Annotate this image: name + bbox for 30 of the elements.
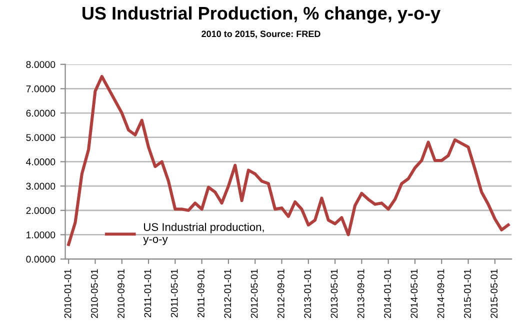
y-tick-label: 7.0000 [26, 85, 56, 92]
x-tick-label: 2011-09-01 [198, 269, 204, 318]
x-tick-label: 2010-09-01 [118, 269, 124, 318]
x-tick-label: 2012-05-01 [250, 269, 258, 318]
y-tick-label: 4.0000 [26, 158, 56, 166]
x-tick-label: 2013-05-01 [330, 269, 338, 318]
chart-title: US Industrial Production, % change, y-o-y [82, 6, 440, 24]
x-tick-label: 2012-01-01 [224, 269, 232, 318]
x-tick-label: 2013-09-01 [357, 269, 364, 318]
y-tick-label: 8.0000 [26, 61, 56, 68]
x-tick-label: 2014-01-01 [384, 269, 391, 318]
x-tick-label: 2011-05-01 [170, 269, 178, 318]
y-tick-label: 1.0000 [26, 231, 56, 238]
x-tick-label: 2015-01-01 [464, 269, 471, 318]
y-tick-label: 2.0000 [26, 207, 56, 214]
y-tick-label: 6.0000 [26, 110, 56, 117]
x-tick-label: 2010-05-01 [90, 269, 98, 318]
y-tick-label: 0.0000 [26, 256, 56, 263]
legend-label: US Industrial production, y-o-y [143, 222, 264, 246]
x-tick-label: 2015-05-01 [490, 269, 498, 318]
x-tick-label: 2012-09-01 [277, 269, 284, 318]
x-tick-label: 2011-01-01 [144, 269, 152, 318]
line-series [67, 74, 510, 246]
x-tick-label: 2013-01-01 [304, 269, 311, 318]
x-tick-label: 2014-05-01 [410, 269, 418, 318]
x-tick-label: 2010-01-01 [64, 269, 72, 318]
chart-subtitle: 2010 to 2015, Source: FRED [202, 30, 320, 38]
x-tick-label: 2014-09-01 [437, 269, 444, 318]
y-tick-label: 3.0000 [26, 182, 56, 190]
y-tick-label: 5.0000 [26, 134, 56, 141]
